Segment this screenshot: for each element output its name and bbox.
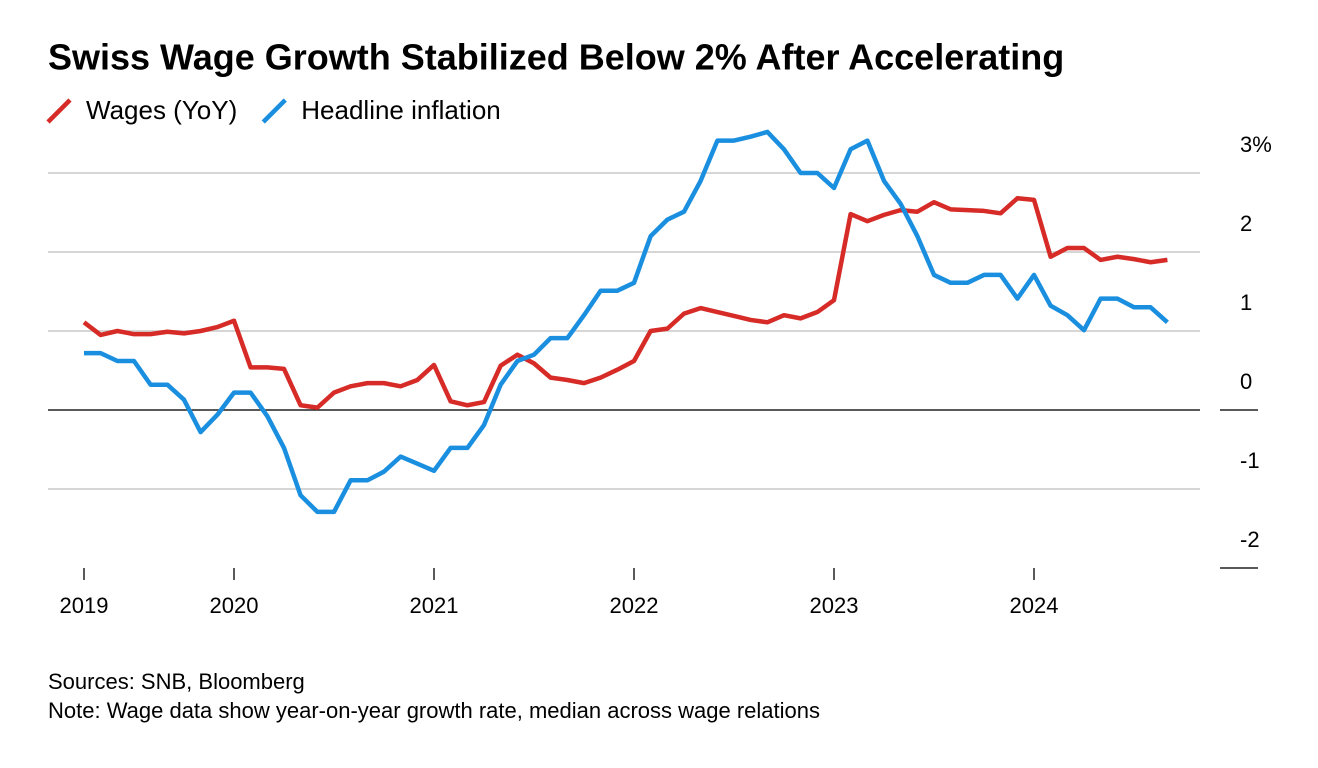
y-tick-label: 3% (1240, 132, 1272, 157)
legend-swatch (46, 98, 72, 124)
x-tick-label: 2019 (60, 593, 109, 618)
x-tick-label: 2023 (810, 593, 859, 618)
x-tick-label: 2022 (610, 593, 659, 618)
legend-label: Wages (YoY) (86, 95, 237, 125)
y-tick-label: 1 (1240, 290, 1252, 315)
legend-swatch (261, 98, 287, 124)
legend-label: Headline inflation (301, 95, 500, 125)
y-tick-label: 2 (1240, 211, 1252, 236)
y-tick-label: 0 (1240, 369, 1252, 394)
series-line (84, 129, 1169, 515)
series-line (82, 196, 1168, 410)
chart-title: Swiss Wage Growth Stabilized Below 2% Af… (48, 37, 1064, 78)
x-tick-label: 2021 (410, 593, 459, 618)
y-tick-label: -2 (1240, 527, 1260, 552)
x-tick-label: 2024 (1010, 593, 1059, 618)
note: Note: Wage data show year-on-year growth… (48, 698, 820, 723)
x-tick-label: 2020 (210, 593, 259, 618)
y-tick-label: -1 (1240, 448, 1260, 473)
sources: Sources: SNB, Bloomberg (48, 669, 305, 694)
